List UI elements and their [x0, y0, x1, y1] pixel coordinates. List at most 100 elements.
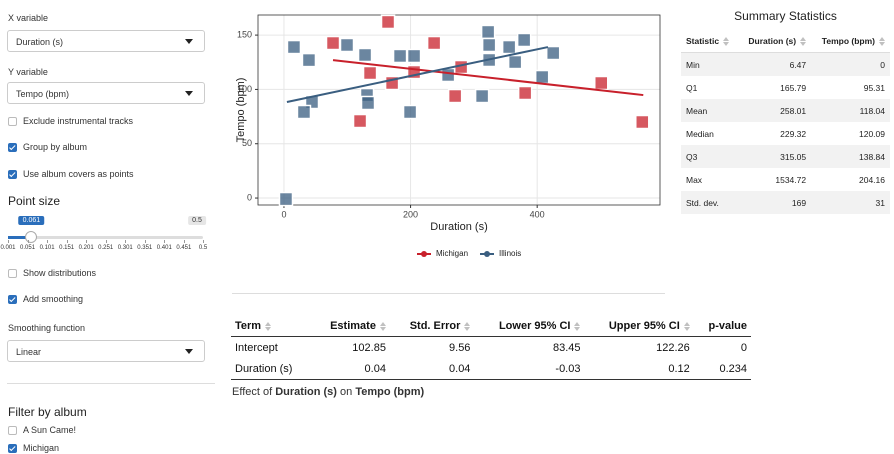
fit-line — [286, 46, 549, 103]
cell: 165.79 — [780, 82, 807, 93]
slider-tick — [183, 240, 185, 243]
y-axis-title: Tempo (bpm) — [235, 78, 247, 143]
cell: Q1 — [686, 82, 698, 93]
x-tick-label: 400 — [530, 209, 545, 219]
slider-tick-label: 0.201 — [78, 245, 94, 251]
checkbox[interactable]: Add smoothing — [8, 294, 83, 304]
checkbox[interactable]: Group by album — [8, 142, 87, 152]
slider-tick-label: 0.051 — [20, 245, 36, 251]
column-header[interactable]: Term — [231, 316, 312, 337]
x-variable-select[interactable]: Duration (s) — [7, 30, 205, 52]
cell: 0 — [811, 52, 890, 76]
filter-label: Filter by album — [8, 405, 87, 419]
cell: 118.04 — [811, 99, 890, 122]
summary-table: Statistic Duration (s) Tempo (bpm) Min 6.47 0… — [681, 30, 890, 214]
checkbox-box — [8, 169, 17, 179]
checkbox[interactable]: Use album covers as points — [8, 169, 134, 179]
y-tick-label: 50 — [242, 138, 252, 148]
cell: 0.04 — [389, 358, 475, 380]
cell: 120.09 — [859, 128, 885, 139]
cell: 0.04 — [311, 358, 390, 380]
column-header[interactable]: Estimate — [311, 316, 390, 337]
slider-tick-label: 0.001 — [0, 245, 16, 251]
slider-tick — [164, 240, 166, 243]
sort-icon — [379, 321, 386, 331]
slider-tick-label: 0.301 — [117, 245, 133, 251]
point — [501, 39, 517, 55]
column-header[interactable]: Tempo (bpm) — [811, 30, 890, 53]
slider-tick — [105, 240, 107, 243]
cell: 83.45 — [552, 341, 581, 354]
point — [426, 35, 442, 51]
point — [517, 85, 533, 101]
column-header[interactable]: Statistic — [681, 30, 739, 53]
column-header[interactable]: Std. Error — [389, 316, 475, 337]
point — [362, 65, 378, 81]
row: Q3 315.05 138.84 — [681, 145, 890, 168]
y-tick-label: 150 — [237, 29, 252, 39]
cell: 0 — [740, 341, 747, 354]
legend-swatch — [484, 251, 491, 257]
y-variable-select[interactable]: Tempo (bpm) — [7, 82, 205, 104]
smoothing-select[interactable]: Linear — [7, 340, 205, 362]
point — [380, 14, 396, 30]
column-header[interactable]: Lower 95% CI — [474, 316, 585, 337]
cell: 0.234 — [693, 358, 751, 380]
divider — [232, 293, 665, 294]
cell: Min — [681, 52, 739, 76]
checkbox[interactable]: Exclude instrumental tracks — [8, 116, 133, 126]
cell: 169 — [738, 191, 812, 214]
point — [360, 95, 376, 111]
header-text: p-value — [708, 320, 747, 332]
caption-text: on — [340, 386, 353, 398]
point — [534, 69, 550, 85]
checkbox[interactable]: Show distributions — [8, 268, 96, 278]
sort-icon — [879, 37, 885, 47]
checkbox-label: Add smoothing — [23, 294, 84, 304]
cell: Median — [686, 128, 714, 139]
header-text: Upper 95% CI — [608, 320, 680, 332]
cell: Duration (s) — [231, 358, 312, 380]
column-header[interactable]: p-value — [693, 316, 751, 337]
sort-icon — [464, 321, 471, 331]
y-variable-label: Y variable — [8, 67, 48, 77]
caption-y: Tempo (bpm) — [355, 386, 425, 398]
cell: 204.16 — [859, 174, 885, 185]
plot-border — [257, 14, 661, 206]
point — [635, 114, 650, 130]
point — [516, 32, 532, 48]
header-text: Term — [235, 320, 262, 332]
cell: 138.84 — [811, 145, 890, 168]
checkbox-label: Use album covers as points — [23, 169, 134, 179]
slider-tick — [27, 240, 29, 243]
cell: 122.26 — [656, 341, 690, 354]
header-text: Estimate — [330, 320, 376, 332]
plot-panel — [258, 15, 660, 205]
cell: 1534.72 — [775, 174, 807, 185]
point — [507, 54, 523, 70]
checkbox[interactable]: Michigan — [8, 443, 59, 453]
slider-tick-label: 0.401 — [156, 245, 172, 251]
checkbox-box — [8, 425, 17, 435]
point — [357, 47, 373, 63]
slider-tick — [8, 240, 9, 243]
sort-icon — [574, 321, 581, 331]
slider-tick — [203, 240, 204, 243]
x-tick-label: 200 — [403, 209, 418, 219]
sort-icon — [723, 37, 730, 47]
cell: Std. dev. — [681, 191, 739, 214]
smoothing-label: Smoothing function — [8, 323, 86, 333]
column-header[interactable]: Upper 95% CI — [584, 316, 694, 337]
fit-line — [332, 59, 644, 97]
cell: 0.12 — [584, 358, 694, 380]
point — [325, 35, 341, 51]
point — [481, 37, 497, 53]
point — [352, 113, 368, 129]
point — [392, 48, 408, 64]
slider-tick — [47, 240, 49, 243]
column-header[interactable]: Duration (s) — [738, 30, 812, 53]
checkbox[interactable]: A Sun Came! — [8, 425, 76, 435]
row: Duration (s) 0.04 0.04 -0.03 0.12 0.234 — [231, 358, 751, 380]
